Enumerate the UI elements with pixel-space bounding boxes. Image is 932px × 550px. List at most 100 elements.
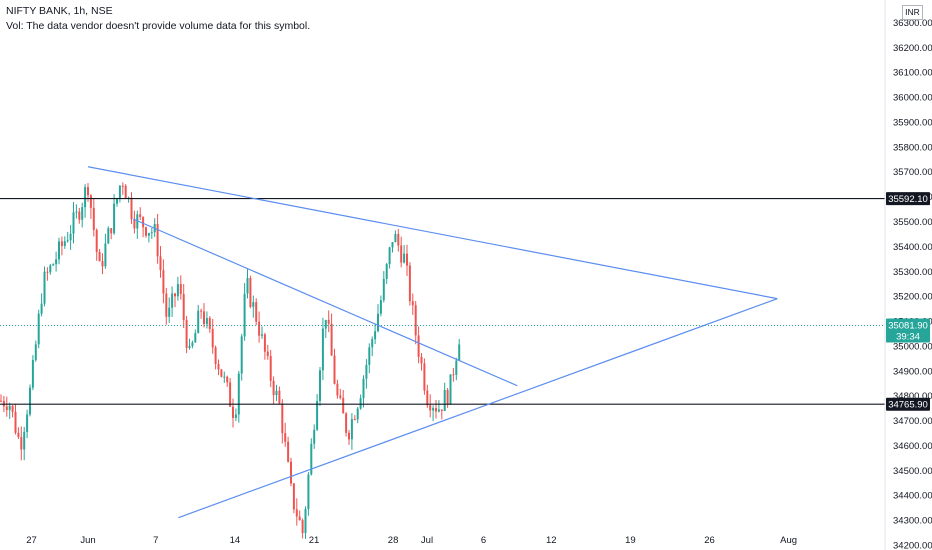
chart-legend: NIFTY BANK, 1h, NSE Vol: The data vendor… xyxy=(6,4,310,34)
candle-body xyxy=(37,313,40,345)
time-tick-label: 6 xyxy=(481,535,486,546)
candle-body xyxy=(194,333,197,343)
candle-body xyxy=(29,387,31,415)
price-tick-label: 35700.00 xyxy=(893,167,932,178)
candle-body xyxy=(382,278,385,301)
candle-body xyxy=(408,265,411,302)
candle-body xyxy=(26,414,29,432)
candle-body xyxy=(84,187,87,208)
horizontal-line-price-label: 35592.10 xyxy=(888,194,928,205)
candle-body xyxy=(34,344,37,361)
price-tick-label: 34900.00 xyxy=(893,366,932,377)
candle-body xyxy=(443,390,446,411)
candle-body xyxy=(8,405,11,411)
candle-body xyxy=(350,419,353,440)
candle-body xyxy=(310,443,313,475)
candle-body xyxy=(179,284,182,294)
candle-body xyxy=(185,319,188,348)
candle-body xyxy=(63,241,66,246)
price-tick-label: 35300.00 xyxy=(893,267,932,278)
price-axis[interactable]: 34200.00 34300.00 34400.00 34500.00 34600.00… xyxy=(893,18,932,550)
horizontal-line-price-badge xyxy=(886,397,930,411)
price-tick-label: 35800.00 xyxy=(893,142,932,153)
candle-body xyxy=(377,313,379,332)
price-tick-label: 34800.00 xyxy=(893,391,932,402)
candle-body xyxy=(124,185,127,199)
candle-body xyxy=(211,328,214,348)
candle-body xyxy=(214,347,217,364)
candle-body xyxy=(458,344,461,361)
price-tick-label: 35000.00 xyxy=(893,341,932,352)
candle-body xyxy=(266,351,269,357)
candle-body xyxy=(252,302,255,307)
candle-body xyxy=(237,373,240,415)
candle-body xyxy=(208,318,211,329)
candle-body xyxy=(165,293,168,317)
time-tick-label: 19 xyxy=(625,535,636,546)
candle-body xyxy=(52,264,55,266)
candle-body xyxy=(400,245,403,263)
candle-body xyxy=(168,307,171,317)
candle-body xyxy=(95,229,98,252)
candle-body xyxy=(452,374,455,376)
candle-body xyxy=(342,397,345,414)
trendline[interactable] xyxy=(132,218,518,387)
trendline[interactable] xyxy=(87,166,778,300)
candle-body xyxy=(385,264,388,279)
currency-badge[interactable]: INR xyxy=(902,5,923,20)
candle-body xyxy=(307,474,310,510)
candle-body xyxy=(292,483,295,510)
price-tick-label: 36300.00 xyxy=(893,18,932,29)
candle-body xyxy=(336,383,339,396)
candle-body xyxy=(365,364,368,379)
candle-body xyxy=(374,331,377,340)
candle-body xyxy=(87,187,89,196)
candle-body xyxy=(379,300,382,314)
candle-body xyxy=(232,406,234,418)
candle-body xyxy=(406,253,408,266)
candle-body xyxy=(72,212,75,234)
candle-body xyxy=(197,310,200,334)
candle-body xyxy=(394,233,397,243)
bar-countdown-label: 39:34 xyxy=(896,332,920,343)
candle-body xyxy=(249,278,252,307)
price-tick-label: 36100.00 xyxy=(893,68,932,79)
candle-body xyxy=(275,390,278,396)
candle-body xyxy=(261,334,263,336)
trendline[interactable] xyxy=(178,298,778,519)
candle-body xyxy=(23,431,26,450)
candle-body xyxy=(133,219,136,229)
candle-body xyxy=(319,370,321,401)
horizontal-lines-layer[interactable] xyxy=(0,197,885,405)
candle-body xyxy=(159,256,162,271)
candle-body xyxy=(333,355,336,384)
candle-body xyxy=(301,520,304,534)
candle-body xyxy=(246,278,249,294)
candle-body xyxy=(278,390,281,404)
trendlines-layer[interactable] xyxy=(87,166,778,519)
candle-body xyxy=(104,243,107,267)
candle-body xyxy=(200,310,203,312)
candle-body xyxy=(223,376,226,378)
candle-body xyxy=(324,319,327,329)
candle-body xyxy=(432,408,435,411)
time-axis[interactable]: 27 Jun 7 14 21 28 Jul 6 12 19 26 Aug xyxy=(26,535,797,546)
candle-body xyxy=(327,319,330,324)
candle-body xyxy=(20,436,23,450)
candle-body xyxy=(417,335,420,357)
candle-body xyxy=(391,242,394,248)
candle-body xyxy=(287,441,290,462)
symbol-title[interactable]: NIFTY BANK, 1h, NSE xyxy=(6,5,113,17)
candle-body xyxy=(348,432,350,440)
candle-body xyxy=(229,382,232,407)
candle-body xyxy=(403,253,406,263)
candle-body xyxy=(191,342,194,347)
time-tick-label: 14 xyxy=(230,535,241,546)
candle-body xyxy=(188,346,191,348)
candles-layer xyxy=(0,182,461,539)
candle-body xyxy=(139,214,142,218)
time-tick-label: Jul xyxy=(421,535,433,546)
time-tick-label: 21 xyxy=(309,535,320,546)
